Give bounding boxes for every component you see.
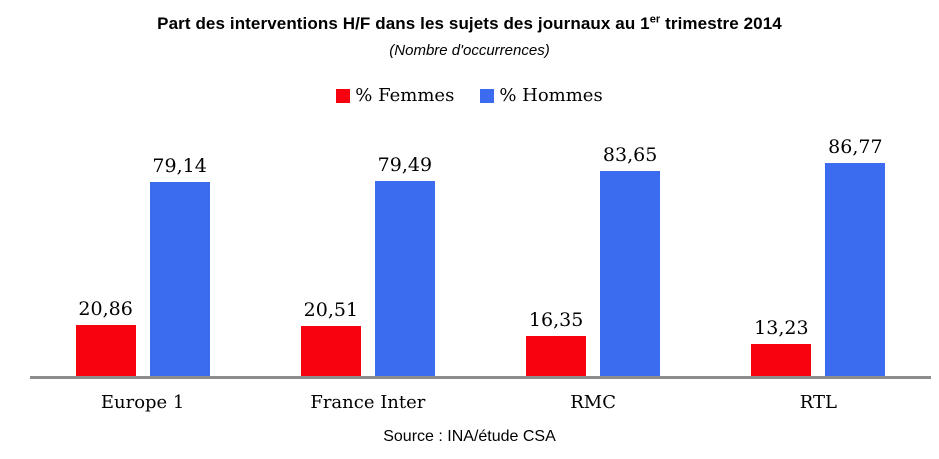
chart-title-suffix: trimestre 2014 [660,14,782,33]
bar-group-france-inter: 20,51 79,49 [255,130,480,376]
bar-value-label-femmes: 20,86 [78,297,133,320]
chart-source: Source : INA/étude CSA [383,428,556,445]
bar-hommes: 79,49 [374,154,435,376]
bar-hommes: 83,65 [600,144,661,376]
legend-entry-femmes: % Femmes [336,85,454,106]
legend-label-hommes: % Hommes [499,85,603,106]
bar-value-label-hommes: 83,65 [602,143,658,166]
bar-femmes: 13,23 [751,317,812,376]
x-axis-labels: Europe 1 France Inter RMC RTL [30,392,931,413]
bar-value-label-hommes: 86,77 [828,136,883,158]
chart-title-superscript: er [649,13,661,26]
chart-subtitle: (Nombre d'occurrences) [389,42,550,59]
bar-group-rtl: 13,23 86,77 [706,130,931,376]
category-label-rmc: RMC [570,392,616,413]
chart-title-text: Part des interventions H/F dans les suje… [157,14,650,33]
bar-value-label-hommes: 79,14 [152,154,207,177]
bar-femmes: 16,35 [526,309,587,376]
bar-group-rmc: 16,35 83,65 [481,130,706,376]
bar-group-europe-1: 20,86 79,14 [30,130,255,376]
bar-femmes: 20,86 [75,298,136,376]
category-label-rtl: RTL [799,392,837,413]
legend-swatch-femmes [336,88,351,103]
bar-value-label-femmes: 13,23 [754,316,809,339]
legend-entry-hommes: % Hommes [480,85,603,106]
chart-legend: % Femmes % Hommes [0,85,939,106]
legend-swatch-hommes [480,88,495,103]
legend-label-femmes: % Femmes [355,85,455,106]
bar-hommes: 86,77 [825,136,886,376]
category-label-france-inter: France Inter [310,392,426,413]
chart-title: Part des interventions H/F dans les suje… [0,14,939,34]
bar-value-label-femmes: 16,35 [528,308,584,331]
bar-femmes: 20,51 [300,299,361,376]
category-label-europe-1: Europe 1 [100,392,185,413]
x-axis-line [30,376,931,379]
plot-area: 20,86 79,14 20,51 79,49 16,35 83,65 13,23 86,77 [30,130,931,376]
bar-value-label-femmes: 20,51 [303,298,359,321]
bar-hommes: 79,14 [149,155,210,376]
bar-value-label-hommes: 79,49 [377,153,433,176]
